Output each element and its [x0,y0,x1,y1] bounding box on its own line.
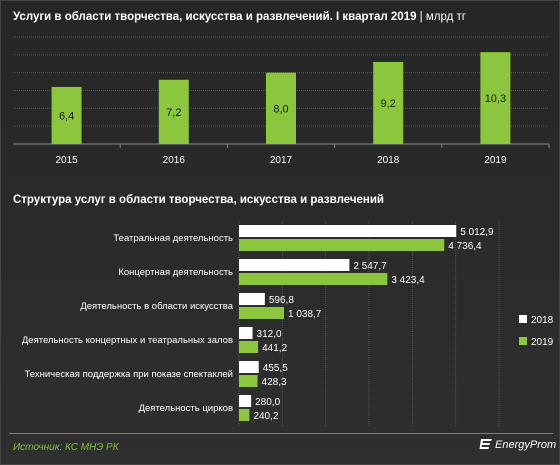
bar-2019 [239,409,250,421]
bar-value-label: 240,2 [253,411,278,422]
bar-2019 [239,307,285,319]
x-tick-label: 2017 [270,155,293,166]
category-label: Деятельность в области искусства [80,301,233,312]
bar-value-label: 2 547,7 [353,261,387,272]
annual-revenue-chart: 6,4 2015 7,2 2016 8,0 2017 9,2 2018 10,3 2019 [13,36,550,166]
bar-value-label: 6,4 [59,110,74,122]
bar-2018 [239,361,259,373]
category-label: Концертная деятельность [118,267,233,278]
bar-2019 [239,273,388,285]
bar-value-label: 441,2 [262,343,287,354]
bar-value-label: 596,8 [269,295,294,306]
x-tick-label: 2018 [377,155,400,166]
logo-mark-icon [479,439,492,449]
bar [480,52,511,144]
structure-chart: Театральная деятельность 5 012,9 4 736,4 Ко… [22,221,554,426]
x-tick-label: 2015 [55,155,78,166]
bar-value-label: 9,2 [381,98,396,110]
category-label: Театральная деятельность [113,233,233,244]
x-tick-label: 2016 [163,155,186,166]
bar-2018 [239,259,350,271]
bar [373,61,404,144]
bar-value-label: 4 736,4 [448,241,482,252]
bar-value-label: 1 038,7 [288,309,322,320]
category-label: Техническая поддержка при показе спектак… [25,369,233,380]
logo-text: EnergyProm [495,439,557,451]
chart1-title: Услуги в области творчества, искусства и… [13,11,466,23]
bar-value-label: 5 012,9 [460,227,494,238]
bar-value-label: 455,5 [263,363,288,374]
bar-value-label: 8,0 [273,103,288,115]
bar-2018 [239,327,253,339]
bar-2019 [239,341,259,353]
source-note: Источник: КС МНЭ РК [13,442,119,453]
category-label: Деятельность концертных и театральных за… [22,335,233,346]
bar-value-label: 7,2 [166,107,181,119]
bar-value-label: 280,0 [255,397,280,408]
energyprom-logo: EnergyProm [479,438,556,451]
bar [158,79,189,144]
legend-swatch-2019 [519,337,527,345]
bar-2019 [239,239,445,251]
category-label: Деятельность цирков [139,403,233,414]
bar [266,72,296,144]
footer-divider [9,433,553,434]
bar-2019 [239,375,258,387]
bar-2018 [239,225,457,237]
bar-value-label: 312,0 [257,329,282,340]
x-tick-label: 2019 [484,155,507,166]
chart2-title: Структура услуг в области творчества, ис… [13,194,384,206]
legend-label-2019: 2019 [531,337,554,348]
legend-swatch-2018 [519,315,527,323]
bar [51,86,82,144]
bar-value-label: 428,3 [262,377,287,388]
bar-value-label: 3 423,4 [391,275,425,286]
bar-value-label: 10,3 [485,93,506,105]
bar-2018 [239,395,252,407]
bar-2018 [239,293,265,305]
legend-label-2018: 2018 [531,315,554,326]
